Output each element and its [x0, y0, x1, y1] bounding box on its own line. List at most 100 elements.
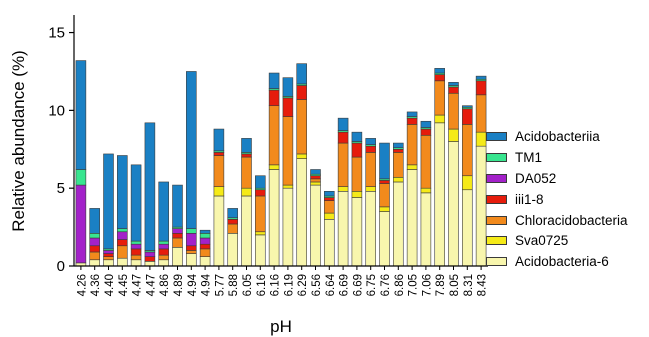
bar-segment-chloracidobacteria	[241, 156, 252, 189]
bar-segment-acidobacteria-6	[144, 261, 156, 267]
bar-segment-iii1-8	[241, 153, 252, 158]
bar-segment-chloracidobacteria	[213, 155, 225, 187]
bar-segment-chloracidobacteria	[310, 178, 321, 183]
x-tick-label: 4.47	[132, 274, 144, 296]
bar-segment-acidobacteria-6	[296, 158, 307, 267]
legend-label: TM1	[515, 149, 542, 165]
legend-item: Acidobacteria-6	[486, 251, 628, 272]
bar-segment-iii1-8	[324, 197, 335, 201]
bar-segment-da052	[89, 237, 100, 247]
bar-segment-acidobacteriia	[434, 68, 445, 74]
bar-segment-chloracidobacteria	[393, 152, 404, 178]
legend-swatch	[486, 173, 507, 183]
x-tick-label: 8.31	[463, 274, 475, 296]
legend-item: Sva0725	[486, 230, 628, 251]
bar-segment-iii1-8	[255, 189, 266, 197]
bar-segment-iii1-8	[227, 219, 238, 225]
bar-segment-acidobacteria-6	[379, 211, 390, 267]
bar-segment-acidobacteriia	[130, 164, 142, 242]
x-tick-label: 5.88	[228, 274, 240, 296]
x-tick-label: 4.94	[187, 273, 199, 296]
legend-swatch	[486, 215, 507, 225]
bar-segment-acidobacteria-6	[282, 187, 294, 267]
bar-segment-iii1-8	[365, 145, 376, 153]
bar-segment-acidobacteria-6	[241, 195, 252, 267]
bar-segment-iii1-8	[144, 256, 156, 262]
bar-segment-acidobacteriia	[268, 72, 280, 89]
bar-segment-sva0725	[351, 191, 363, 198]
bar-segment-iii1-8	[337, 131, 349, 144]
bar-segment-acidobacteriia	[241, 138, 252, 153]
bar-segment-iii1-8	[475, 80, 487, 96]
x-tick-label: 7.05	[408, 274, 420, 296]
x-tick-label: 6.69	[339, 274, 351, 296]
bar-segment-sva0725	[462, 175, 473, 191]
bar-segment-acidobacteria-6	[324, 219, 335, 267]
bar-segment-acidobacteria-6	[351, 197, 363, 267]
bar-segment-chloracidobacteria	[199, 248, 211, 257]
bar-segment-da052	[117, 231, 128, 240]
bar-segment-iii1-8	[296, 85, 307, 100]
bar-segment-acidobacteriia	[186, 71, 197, 229]
bar-segment-chloracidobacteria	[448, 92, 459, 130]
bar-segment-chloracidobacteria	[296, 99, 307, 155]
legend-swatch	[486, 131, 507, 141]
legend-label: Sva0725	[515, 233, 569, 249]
bar-segment-acidobacteria-6	[337, 191, 349, 267]
legend-item: iii1-8	[486, 189, 628, 210]
bar-segment-acidobacteriia	[172, 184, 183, 228]
bar-segment-chloracidobacteria	[227, 223, 238, 234]
bar-segment-tm1	[199, 233, 211, 239]
bar-segment-acidobacteriia	[213, 128, 225, 152]
bar-segment-acidobacteria-6	[475, 145, 487, 267]
bar-segment-sva0725	[255, 231, 266, 236]
bar-segment-sva0725	[379, 206, 390, 212]
bar-segment-acidobacteriia	[282, 77, 294, 97]
bar-segment-iii1-8	[186, 245, 197, 251]
bar-segment-acidobacteriia	[351, 131, 363, 142]
bar-segment-chloracidobacteria	[172, 237, 183, 248]
bar-segment-sva0725	[296, 153, 307, 159]
bar-segment-acidobacteriia	[337, 117, 349, 131]
y-tick-label: 10	[48, 102, 65, 119]
bar-segment-iii1-8	[462, 108, 473, 125]
legend-label: Chloracidobacteria	[515, 212, 628, 228]
bar-segment-acidobacteriia	[462, 105, 473, 108]
bar-segment-da052	[158, 243, 169, 250]
bar-segment-chloracidobacteria	[462, 124, 473, 177]
bar-segment-acidobacteria-6	[462, 189, 473, 267]
bar-segment-acidobacteriia	[158, 181, 169, 242]
x-tick-label: 4.47	[145, 274, 157, 296]
bar-segment-iii1-8	[406, 117, 418, 125]
bar-segment-chloracidobacteria	[103, 256, 114, 261]
legend-item: DA052	[486, 168, 628, 189]
x-tick-label: 6.16	[256, 274, 268, 296]
bar-segment-iii1-8	[434, 74, 445, 82]
bars-group	[75, 60, 487, 267]
legend-swatch	[486, 152, 507, 162]
bar-segment-da052	[103, 250, 114, 254]
bar-segment-sva0725	[268, 164, 280, 170]
bar-segment-acidobacteriia	[89, 208, 100, 234]
x-tick-label: 8.43	[477, 274, 489, 296]
bar-segment-acidobacteria-6	[365, 191, 376, 267]
x-tick-label: 6.64	[325, 273, 337, 296]
x-tick-label: 6.16	[270, 274, 282, 296]
legend-swatch	[486, 257, 507, 267]
x-tick-label: 6.56	[311, 274, 323, 296]
bar-segment-acidobacteria-6	[255, 234, 266, 267]
bar-segment-sva0725	[324, 212, 335, 220]
x-tick-label: 4.94	[201, 273, 213, 296]
bar-segment-iii1-8	[103, 253, 114, 257]
y-tick-label: 0	[57, 258, 65, 275]
bar-segment-acidobacteriia	[75, 60, 87, 170]
bar-segment-da052	[186, 233, 197, 247]
bar-segment-iii1-8	[199, 243, 211, 250]
bar-segment-tm1	[130, 240, 142, 245]
bar-segment-chloracidobacteria	[379, 183, 390, 208]
bar-segment-chloracidobacteria	[186, 250, 197, 254]
bar-segment-sva0725	[213, 186, 225, 197]
bar-segment-acidobacteriia	[144, 122, 156, 251]
